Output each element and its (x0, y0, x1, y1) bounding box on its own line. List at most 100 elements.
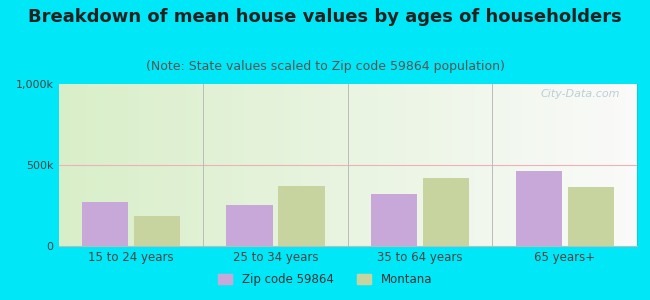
Bar (220, 84, 226, 246)
Bar (446, 84, 452, 246)
Bar (371, 194, 417, 246)
Bar (330, 84, 336, 246)
Bar (70, 84, 76, 246)
Bar (493, 84, 498, 246)
Bar (313, 84, 318, 246)
Bar (400, 84, 406, 246)
Bar (388, 84, 394, 246)
Bar (562, 84, 567, 246)
Bar (186, 84, 192, 246)
Bar (539, 84, 545, 246)
Bar (371, 84, 377, 246)
Bar (515, 84, 521, 246)
Bar (463, 84, 469, 246)
Bar (481, 84, 487, 246)
Bar (111, 84, 116, 246)
Bar (232, 84, 238, 246)
Bar (82, 202, 128, 246)
Bar (302, 84, 307, 246)
Bar (203, 84, 209, 246)
Bar (198, 84, 203, 246)
Bar (579, 84, 585, 246)
Bar (545, 84, 550, 246)
Bar (58, 84, 64, 246)
Bar (359, 84, 365, 246)
Bar (567, 84, 573, 246)
Bar (244, 84, 250, 246)
Bar (625, 84, 631, 246)
Bar (192, 84, 198, 246)
Bar (406, 84, 411, 246)
Bar (174, 84, 180, 246)
Bar (354, 84, 359, 246)
Bar (99, 84, 105, 246)
Legend: Zip code 59864, Montana: Zip code 59864, Montana (213, 269, 437, 291)
Bar (423, 178, 469, 246)
Bar (64, 84, 70, 246)
Bar (168, 84, 174, 246)
Bar (272, 84, 278, 246)
Bar (134, 84, 140, 246)
Bar (284, 84, 290, 246)
Bar (603, 84, 608, 246)
Bar (87, 84, 93, 246)
Bar (585, 84, 591, 246)
Bar (614, 84, 619, 246)
Bar (440, 84, 446, 246)
Bar (116, 84, 122, 246)
Bar (348, 84, 354, 246)
Bar (278, 84, 284, 246)
Bar (417, 84, 423, 246)
Bar (93, 84, 99, 246)
Bar (214, 84, 220, 246)
Text: Breakdown of mean house values by ages of householders: Breakdown of mean house values by ages o… (28, 8, 622, 26)
Bar (134, 216, 180, 246)
Bar (319, 84, 324, 246)
Bar (157, 84, 162, 246)
Bar (469, 84, 475, 246)
Bar (487, 84, 493, 246)
Bar (423, 84, 429, 246)
Bar (296, 84, 302, 246)
Bar (105, 84, 111, 246)
Text: (Note: State values scaled to Zip code 59864 population): (Note: State values scaled to Zip code 5… (146, 60, 504, 73)
Bar (498, 84, 504, 246)
Bar (631, 84, 637, 246)
Bar (515, 172, 562, 246)
Bar (365, 84, 371, 246)
Bar (140, 84, 146, 246)
Bar (377, 84, 382, 246)
Bar (162, 84, 168, 246)
Bar (475, 84, 481, 246)
Bar (411, 84, 417, 246)
Bar (608, 84, 614, 246)
Bar (226, 205, 272, 246)
Bar (266, 84, 272, 246)
Bar (238, 84, 244, 246)
Bar (452, 84, 458, 246)
Bar (573, 84, 579, 246)
Bar (290, 84, 296, 246)
Bar (458, 84, 463, 246)
Bar (429, 84, 435, 246)
Bar (504, 84, 510, 246)
Bar (209, 84, 214, 246)
Bar (122, 84, 128, 246)
Bar (226, 84, 232, 246)
Bar (128, 84, 134, 246)
Bar (510, 84, 515, 246)
Bar (556, 84, 562, 246)
Bar (261, 84, 266, 246)
Bar (527, 84, 533, 246)
Bar (382, 84, 388, 246)
Bar (82, 84, 87, 246)
Bar (550, 84, 556, 246)
Bar (250, 84, 255, 246)
Bar (180, 84, 186, 246)
Bar (394, 84, 400, 246)
Bar (342, 84, 348, 246)
Text: City-Data.com: City-Data.com (540, 89, 619, 99)
Bar (533, 84, 539, 246)
Bar (76, 84, 82, 246)
Bar (567, 187, 614, 246)
